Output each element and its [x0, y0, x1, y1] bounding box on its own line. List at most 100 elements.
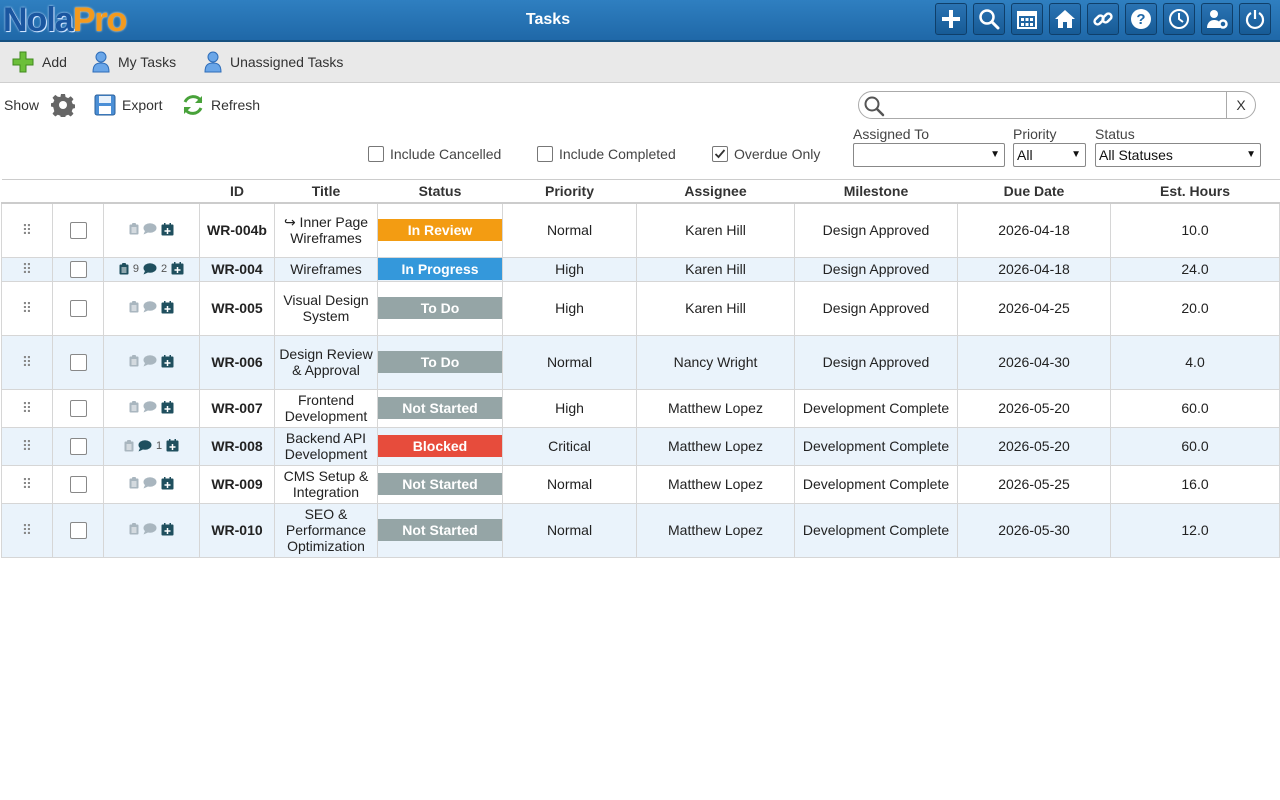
- row-checkbox[interactable]: [69, 222, 87, 240]
- search-button[interactable]: [973, 3, 1005, 35]
- drag-handle-icon[interactable]: ⠿: [21, 400, 33, 416]
- col-title-header[interactable]: Title: [274, 179, 378, 204]
- include-completed-checkbox[interactable]: Include Completed: [537, 146, 676, 162]
- column-settings-button[interactable]: [51, 93, 81, 117]
- notes-button[interactable]: [129, 523, 139, 535]
- notes-button[interactable]: [129, 477, 139, 489]
- drag-handle-cell[interactable]: ⠿: [1, 202, 53, 258]
- drag-handle-cell[interactable]: ⠿: [1, 334, 53, 390]
- drag-handle-cell[interactable]: ⠿: [1, 388, 53, 428]
- logout-button[interactable]: [1239, 3, 1271, 35]
- drag-handle-icon[interactable]: ⠿: [21, 261, 33, 277]
- row-checkbox[interactable]: [69, 521, 87, 539]
- status-badge[interactable]: To Do: [378, 297, 502, 319]
- add-button[interactable]: [935, 3, 967, 35]
- checkbox-box-checked[interactable]: [712, 146, 728, 162]
- table-row[interactable]: ⠿ WR-010 SEO & Performance Optimization Not…: [1, 502, 1280, 558]
- comments-button[interactable]: [143, 355, 157, 367]
- status-badge[interactable]: In Review: [378, 219, 502, 242]
- col-milestone-header[interactable]: Milestone: [794, 179, 958, 204]
- schedule-button[interactable]: [161, 476, 174, 490]
- links-button[interactable]: [1087, 3, 1119, 35]
- row-checkbox[interactable]: [69, 353, 87, 371]
- col-due-date-header[interactable]: Due Date: [957, 179, 1111, 204]
- drag-handle-icon[interactable]: ⠿: [21, 438, 33, 454]
- schedule-button[interactable]: [161, 522, 174, 536]
- status-badge[interactable]: Not Started: [378, 397, 502, 419]
- col-est-hours-header[interactable]: Est. Hours: [1110, 179, 1280, 204]
- drag-handle-icon[interactable]: ⠿: [21, 222, 33, 239]
- row-checkbox[interactable]: [69, 260, 87, 278]
- task-title[interactable]: Frontend Development: [274, 388, 378, 428]
- drag-handle-cell[interactable]: ⠿: [1, 502, 53, 558]
- table-row[interactable]: ⠿ WR-006 Design Review & Approval To Do Norm…: [1, 334, 1280, 390]
- task-title[interactable]: Design Review & Approval: [274, 334, 378, 390]
- refresh-button[interactable]: Refresh: [181, 93, 260, 117]
- task-id-link[interactable]: WR-005: [199, 280, 275, 336]
- select-cell[interactable]: [52, 502, 104, 558]
- overdue-only-checkbox[interactable]: Overdue Only: [712, 146, 820, 162]
- select-cell[interactable]: [52, 202, 104, 258]
- include-cancelled-checkbox[interactable]: Include Cancelled: [368, 146, 501, 162]
- time-tracking-button[interactable]: [1163, 3, 1195, 35]
- comments-button[interactable]: [143, 262, 157, 275]
- drag-handle-cell[interactable]: ⠿: [1, 464, 53, 504]
- drag-handle-cell[interactable]: ⠿: [1, 426, 53, 466]
- task-id-link[interactable]: WR-008: [199, 426, 275, 466]
- drag-handle-cell[interactable]: ⠿: [1, 280, 53, 336]
- notes-button[interactable]: [129, 355, 139, 367]
- schedule-button[interactable]: [166, 439, 179, 452]
- search-clear-button[interactable]: X: [1226, 92, 1255, 118]
- drag-handle-cell[interactable]: ⠿: [1, 256, 53, 282]
- task-id-link[interactable]: WR-004: [199, 256, 275, 282]
- table-row[interactable]: ⠿ WR-009 CMS Setup & Integration Not Starte…: [1, 464, 1280, 504]
- task-id-link[interactable]: WR-010: [199, 502, 275, 558]
- add-task-link[interactable]: Add: [12, 42, 67, 82]
- task-title[interactable]: Visual Design System: [274, 280, 378, 336]
- priority-select[interactable]: All ▼: [1013, 143, 1086, 167]
- task-title[interactable]: SEO & Performance Optimization: [274, 502, 378, 558]
- assigned-to-select[interactable]: ▼: [853, 143, 1005, 167]
- notes-button[interactable]: [129, 401, 139, 413]
- status-badge[interactable]: Not Started: [378, 519, 502, 541]
- drag-handle-icon[interactable]: ⠿: [21, 476, 33, 492]
- row-checkbox[interactable]: [69, 399, 87, 417]
- user-settings-button[interactable]: [1201, 3, 1233, 35]
- home-button[interactable]: [1049, 3, 1081, 35]
- my-tasks-link[interactable]: My Tasks: [92, 42, 176, 82]
- schedule-button[interactable]: [161, 300, 174, 314]
- col-id-header[interactable]: ID: [199, 179, 275, 204]
- help-button[interactable]: ?: [1125, 3, 1157, 35]
- drag-handle-icon[interactable]: ⠿: [21, 300, 33, 316]
- status-badge[interactable]: To Do: [378, 351, 502, 373]
- task-title[interactable]: ↪ Inner Page Wireframes: [274, 202, 378, 258]
- table-row[interactable]: ⠿ 1 WR-008 Backend API Development Blocked Cr…: [1, 426, 1280, 466]
- schedule-button[interactable]: [161, 400, 174, 414]
- task-id-link[interactable]: WR-004b: [199, 202, 275, 258]
- checkbox-box[interactable]: [368, 146, 384, 162]
- row-checkbox[interactable]: [69, 437, 87, 455]
- status-badge[interactable]: In Progress: [378, 258, 502, 280]
- table-row[interactable]: ⠿ 9 2 WR-004 Wireframes In Progress High Karen …: [1, 256, 1280, 282]
- schedule-button[interactable]: [171, 262, 184, 275]
- col-priority-header[interactable]: Priority: [502, 179, 637, 204]
- task-id-link[interactable]: WR-009: [199, 464, 275, 504]
- comments-button[interactable]: [143, 301, 157, 313]
- comments-button[interactable]: [138, 439, 152, 452]
- row-checkbox[interactable]: [69, 475, 87, 493]
- table-row[interactable]: ⠿ WR-007 Frontend Development Not Started Hi…: [1, 388, 1280, 428]
- comments-button[interactable]: [143, 223, 157, 235]
- notes-button[interactable]: [129, 223, 139, 235]
- status-select[interactable]: All Statuses ▼: [1095, 143, 1261, 167]
- notes-button[interactable]: [124, 439, 134, 452]
- select-cell[interactable]: [52, 464, 104, 504]
- select-cell[interactable]: [52, 334, 104, 390]
- comments-button[interactable]: [143, 401, 157, 413]
- task-title[interactable]: Wireframes: [274, 256, 378, 282]
- checkbox-box[interactable]: [537, 146, 553, 162]
- search-input[interactable]: [889, 94, 1223, 116]
- status-badge[interactable]: Not Started: [378, 473, 502, 495]
- notes-button[interactable]: [119, 262, 129, 275]
- select-cell[interactable]: [52, 256, 104, 282]
- task-title[interactable]: Backend API Development: [274, 426, 378, 466]
